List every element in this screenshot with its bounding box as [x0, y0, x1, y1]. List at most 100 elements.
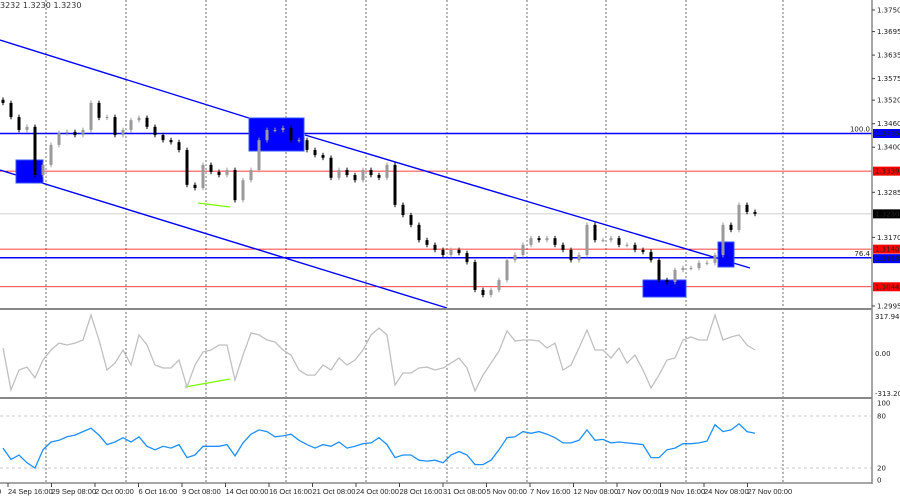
candle-body [193, 184, 197, 188]
time-label: 9 Oct 08:00 [182, 487, 221, 496]
price-tick-label: 1.2995 [877, 302, 900, 310]
candle-body [697, 262, 701, 268]
time-label: 31 Oct 08:00 [443, 487, 486, 496]
candle-body [313, 149, 317, 156]
price-level-badge [873, 209, 900, 219]
candle-body [241, 180, 245, 201]
candle-body [561, 244, 565, 250]
price-level-badge [873, 166, 900, 176]
price-tick-label: 1.3170 [877, 234, 900, 242]
candle-body [721, 224, 725, 256]
candle-body [209, 164, 213, 172]
candle-body [65, 131, 69, 134]
time-label: 24 Sep 16:00 [8, 487, 53, 496]
candle-body [665, 280, 669, 283]
divergence-line-cci [184, 378, 231, 388]
price-tick-label: 1.3750 [877, 7, 900, 15]
price-tick-label: 1.3400 [877, 144, 900, 152]
candle-body [25, 126, 29, 130]
divergence-line-price [197, 202, 231, 208]
rsi-tick-label: 100 [877, 400, 890, 408]
panel-frame [0, 0, 873, 484]
candle-body [753, 211, 757, 214]
rsi-tick-label: 80 [877, 413, 886, 421]
candle-body [737, 204, 741, 230]
candle-body [409, 215, 413, 225]
trend-channel-line [0, 39, 253, 120]
candle-body [217, 171, 221, 176]
rsi-indicator [2, 422, 756, 469]
candle-body [513, 255, 517, 261]
candle-body [161, 135, 165, 141]
trend-channel-line [0, 169, 448, 309]
time-label: 17 Nov 00:00 [617, 487, 662, 496]
price-tick-label: 1.3520 [877, 97, 900, 105]
price-tick-label: 1.3695 [877, 28, 900, 36]
candle-body [393, 164, 397, 205]
time-label: 6 Oct 16:00 [139, 487, 178, 496]
candle-body [281, 128, 285, 130]
horizontal-levels: 100.0 76.4 [0, 125, 872, 288]
candle-body [689, 267, 693, 269]
price-tick-label: 1.3635 [877, 52, 900, 60]
zone-box [642, 279, 687, 298]
time-label: 14 Oct 00:00 [226, 487, 269, 496]
candle-body [41, 164, 45, 176]
time-label: 16 Oct 16:00 [269, 487, 312, 496]
price-tick-label: 1.3285 [877, 189, 900, 197]
candle-body [265, 129, 269, 141]
price-level-badge [873, 282, 900, 292]
candle-body [361, 169, 365, 181]
rsi-line [2, 422, 756, 469]
price-level-badge-label: 1.3044 [875, 283, 900, 291]
candle-body [9, 102, 13, 118]
candle-body [705, 262, 709, 264]
candle-body [417, 224, 421, 241]
candle-body [713, 255, 717, 263]
candle-body [425, 240, 429, 245]
candle-body [105, 117, 109, 119]
candle-body [353, 175, 357, 181]
candle-body [457, 249, 461, 254]
candle-body [729, 224, 733, 230]
candle-body [569, 249, 573, 261]
candle-body [273, 129, 277, 131]
time-label: 24 Oct 00:00 [356, 487, 399, 496]
candle-body [81, 129, 85, 136]
candle-body [305, 140, 309, 150]
candle-body [449, 249, 453, 256]
candle-body [33, 126, 37, 176]
time-label: 24 Nov 08:00 [704, 487, 749, 496]
candle-body [233, 169, 237, 201]
candle-body [89, 102, 93, 130]
candle-body [369, 169, 373, 176]
time-label-cut: 0 [0, 487, 1, 496]
candle-body [385, 164, 389, 178]
time-label: 2 Oct 00:00 [95, 487, 134, 496]
candle-body [593, 224, 597, 241]
price-tick-label: 1.3575 [877, 75, 900, 83]
candle-body [57, 133, 61, 145]
candle-body [489, 289, 493, 296]
candle-body [97, 102, 101, 118]
candle-body [481, 289, 485, 296]
time-label: 19 Nov 16:00 [661, 487, 706, 496]
zone-box [15, 159, 44, 184]
rsi-tick-label: 0 [877, 477, 881, 485]
grid [0, 0, 872, 482]
zone-box [248, 117, 305, 152]
candle-body [633, 244, 637, 250]
candle-body [641, 249, 645, 252]
time-label: 21 Oct 08:00 [313, 487, 356, 496]
price-level-badge-label: 1.3140 [875, 246, 900, 254]
time-label: 27 Nov 00:00 [748, 487, 793, 496]
price-level-badge [873, 244, 900, 254]
price-level-badge-label: 1.3230 [875, 210, 900, 218]
candle-body [249, 169, 253, 181]
cci-line [2, 312, 756, 393]
candle-body [529, 238, 533, 245]
candle-body [401, 204, 405, 216]
candle-body [609, 238, 613, 241]
candle-body [297, 140, 301, 142]
